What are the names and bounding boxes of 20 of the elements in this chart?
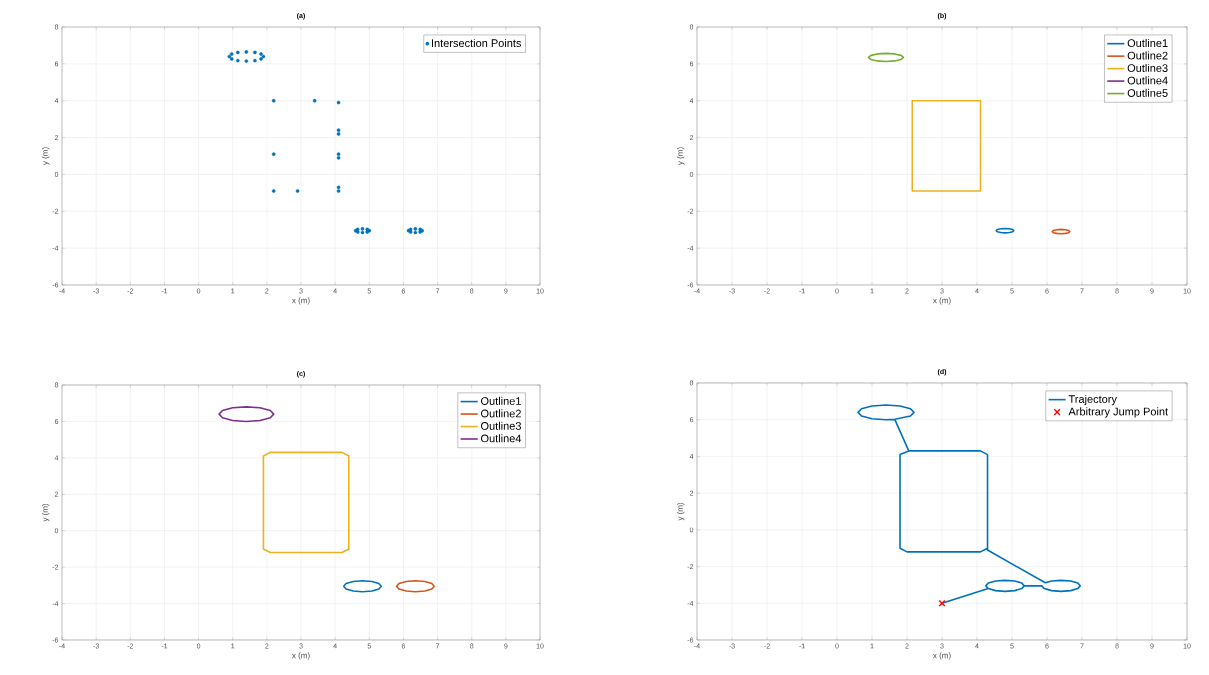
legend-label: Outline3 bbox=[481, 421, 521, 430]
legend-label: Outline4 bbox=[481, 434, 522, 443]
x-axis-title: x (m) bbox=[933, 652, 951, 660]
y-axis-title: y (m) bbox=[41, 147, 50, 166]
legend-label: Trajectory bbox=[1068, 394, 1117, 406]
legend-label: Outline2 bbox=[1127, 51, 1168, 60]
legend-label: Outline1 bbox=[1127, 38, 1168, 48]
x-axis-title: x (m) bbox=[291, 297, 310, 305]
y-axis-title: y (m) bbox=[676, 502, 685, 521]
x-axis-title: x (m) bbox=[291, 652, 310, 660]
x-axis-title: x (m) bbox=[933, 297, 951, 305]
legend-label: Intersection Points bbox=[431, 38, 522, 48]
legend-label: Outline5 bbox=[1127, 88, 1168, 97]
legend-label: Outline1 bbox=[481, 396, 521, 405]
legend-label: Outline2 bbox=[481, 409, 521, 418]
y-axis-title: y (m) bbox=[41, 503, 50, 522]
legend-label: Outline4 bbox=[1127, 76, 1168, 85]
y-axis-title: y (m) bbox=[676, 147, 685, 166]
legend-label: Arbitrary Jump Point bbox=[1068, 407, 1169, 418]
legend-label: Outline3 bbox=[1127, 63, 1168, 72]
